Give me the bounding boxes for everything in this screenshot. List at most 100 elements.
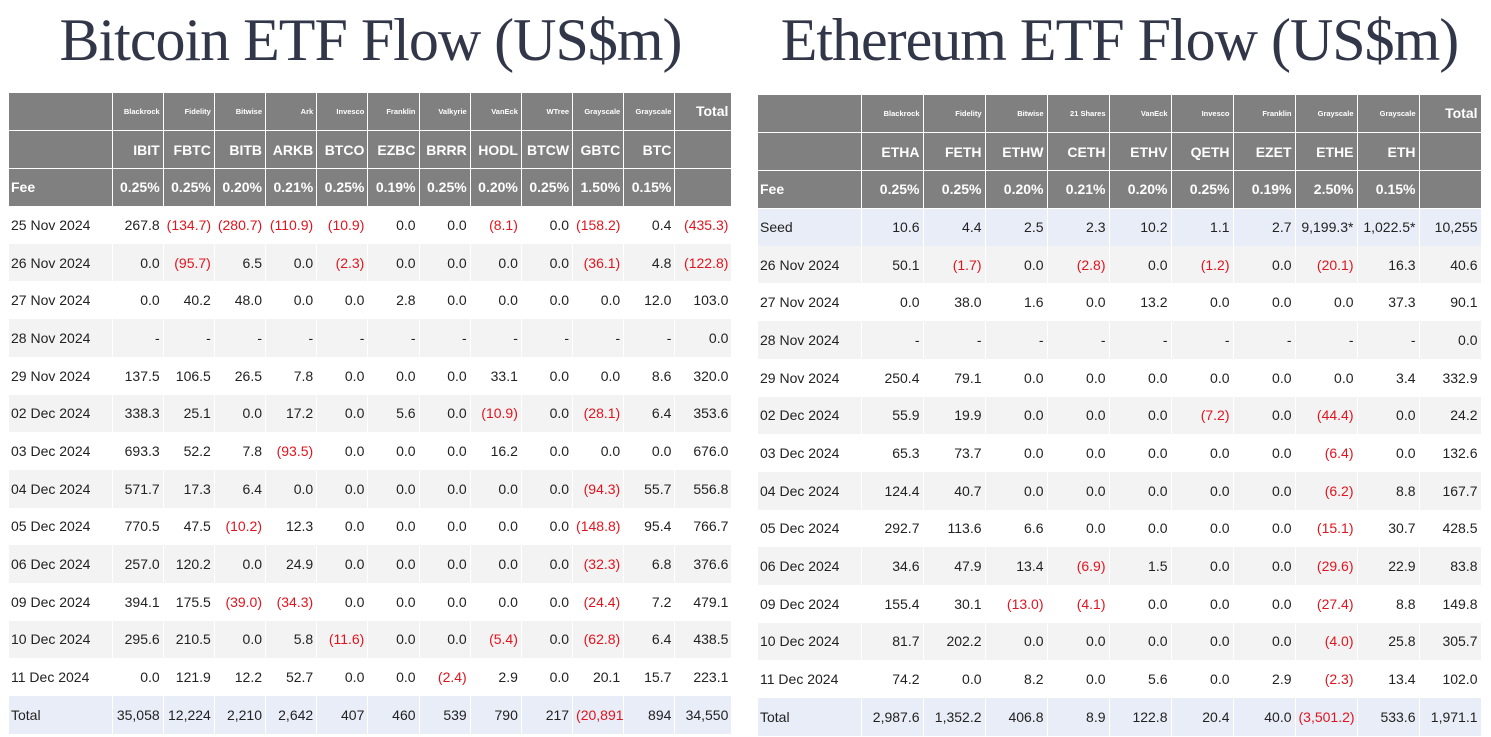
data-row: 11 Dec 2024 74.2 0.0 8.2 0.0 5.6 0.0 2.9 (2.3) 13… [758,660,1482,698]
bitcoin-panel: Bitcoin ETF Flow (US$m) Blackrock Fidelit… [9,0,733,734]
row-label: 06 Dec 2024 [9,545,113,583]
flow-value: 0.0 [861,283,924,322]
flow-value: (158.2) [572,206,625,244]
flow-value: 0.0 [1171,622,1234,661]
flow-value: 0.0 [572,432,625,470]
flow-value: (134.7) [163,206,215,244]
flow-value: 0.0 [112,243,164,282]
flow-value: (10.9) [316,206,369,244]
flow-value: 0.0 [419,281,471,320]
flow-value: 106.5 [163,356,215,395]
flow-value: (20.1) [1295,245,1358,284]
flow-value: 332.9 [1419,358,1482,397]
flow-value: 65.3 [861,434,924,472]
ticker: ETHE [1295,132,1358,171]
flow-value: 0.0 [316,582,369,621]
flow-value: 24.2 [1419,396,1482,435]
flow-value: 0.0 [470,582,522,621]
flow-value: 10,255 [1419,208,1482,246]
issuer: Valkyrie [419,93,471,132]
flow-value: 0.0 [1109,396,1172,435]
flow-value: 407 [316,696,369,734]
fee: 0.19% [1233,170,1296,209]
flow-value: 40.7 [923,471,986,510]
flow-value: 0.0 [1233,396,1296,435]
row-label: 03 Dec 2024 [758,434,862,472]
fee: 0.15% [1357,170,1420,209]
flow-value: 95.4 [623,507,676,546]
issuer: Bitwise [214,93,267,132]
flow-value: 0.0 [419,394,471,433]
data-row: 09 Dec 2024 394.1 175.5 (39.0) (34.3) 0.0 0.0 0… [9,582,733,621]
header-row: ETHA FETH ETHW CETH ETHV QETH EZET ETHE ETH [758,132,1482,171]
flow-value: (4.1) [1047,584,1110,623]
flow-value: (11.6) [316,620,369,659]
flow-value: 25.1 [163,394,215,433]
flow-value: - [521,319,574,357]
issuer: 21 Shares [1047,95,1110,134]
issuer: Total [674,93,733,132]
flow-value: (24.4) [572,582,625,621]
fee: 0.20% [214,168,267,207]
flow-value: 30.7 [1357,509,1420,548]
flow-value: (10.2) [214,507,267,546]
fee-label: Fee [758,170,862,209]
flow-value: 2.8 [367,281,420,320]
flow-value: 0.0 [1295,283,1358,322]
flow-value: 20.1 [572,658,625,696]
flow-value: 52.2 [163,432,215,470]
flow-value: 0.0 [1047,509,1110,548]
flow-value: 2.9 [470,658,522,696]
flow-value: 12.3 [265,507,318,546]
flow-value: 0.0 [316,658,369,696]
flow-value: 8.9 [1047,698,1110,736]
flow-value: 55.7 [623,469,676,508]
flow-value: 0.0 [419,507,471,546]
flow-value: 0.0 [521,394,574,433]
flow-value: 257.0 [112,545,164,583]
flow-value: 0.0 [419,432,471,470]
flow-value: (3,501.2) [1295,698,1358,736]
ticker: BRRR [419,130,471,169]
flow-value: (1.2) [1171,245,1234,284]
flow-value: 202.2 [923,622,986,661]
ticker: BTC [623,130,676,169]
flow-value: 0.0 [1047,396,1110,435]
row-label: 10 Dec 2024 [758,622,862,661]
flow-value: 460 [367,696,420,734]
data-row: 27 Nov 2024 0.0 38.0 1.6 0.0 13.2 0.0 0.0 0.0 37.… [758,283,1482,322]
flow-value: 0.0 [214,394,267,433]
flow-value: 790 [470,696,522,734]
flow-value: 556.8 [674,469,733,508]
flow-value: 0.0 [1233,283,1296,322]
header-cell [9,93,113,132]
data-row: 09 Dec 2024 155.4 30.1 (13.0) (4.1) 0.0 0.0 0.0… [758,584,1482,623]
flow-value: 0.0 [1109,509,1172,548]
flow-value: 12.2 [214,658,267,696]
flow-value: 0.0 [1171,509,1234,548]
row-label: Total [758,698,862,736]
row-label: 10 Dec 2024 [9,620,113,659]
flow-value: (6.9) [1047,547,1110,585]
flow-value: - [861,321,924,359]
flow-value: 0.0 [419,356,471,395]
flow-value: 5.6 [1109,660,1172,698]
flow-value: 1,971.1 [1419,698,1482,736]
fee: 0.25% [1171,170,1234,209]
flow-value: 539 [419,696,471,734]
flow-value: 0.0 [1233,434,1296,472]
flow-value: 250.4 [861,358,924,397]
issuer: Fidelity [923,95,986,134]
row-label: Total [9,696,113,734]
flow-value: (29.6) [1295,547,1358,585]
title: Bitcoin ETF Flow (US$m) [59,7,682,73]
flow-value: 38.0 [923,283,986,322]
flow-value: 223.1 [674,658,733,696]
ticker: ETHV [1109,132,1172,171]
flow-value: 6.4 [214,469,267,508]
ticker: ETHA [861,132,924,171]
flow-value: 102.0 [1419,660,1482,698]
fee: 0.25% [163,168,215,207]
flow-value: (20,891) [572,696,625,734]
ticker: ETH [1357,132,1420,171]
